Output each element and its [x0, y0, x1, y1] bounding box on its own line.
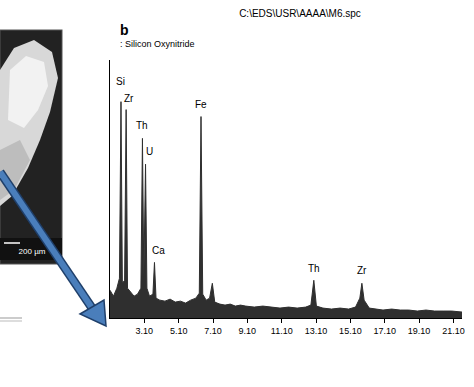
svg-text:19.10: 19.10 — [408, 326, 431, 336]
svg-text:Zr: Zr — [357, 265, 367, 276]
svg-text:Si: Si — [116, 76, 125, 87]
svg-text:17.10: 17.10 — [373, 326, 396, 336]
svg-text:5.10: 5.10 — [170, 326, 188, 336]
svg-text:3.10: 3.10 — [136, 326, 154, 336]
svg-text:Th: Th — [136, 120, 148, 131]
svg-text:C:\EDS\USR\AAAA\M6.spc: C:\EDS\USR\AAAA\M6.spc — [239, 8, 361, 19]
svg-text:U: U — [146, 146, 153, 157]
svg-text:Ca: Ca — [152, 245, 165, 256]
svg-text:15.10: 15.10 — [339, 326, 362, 336]
svg-text:11.10: 11.10 — [271, 326, 293, 336]
svg-text:13.10: 13.10 — [305, 326, 328, 336]
svg-text:21.10: 21.10 — [442, 326, 465, 336]
svg-text:7.10: 7.10 — [204, 326, 222, 336]
svg-text:Th: Th — [308, 263, 320, 274]
svg-text:200 µm: 200 µm — [19, 247, 46, 256]
svg-text:9.10: 9.10 — [239, 326, 257, 336]
svg-text:: Silicon Oxynitride: : Silicon Oxynitride — [120, 39, 195, 49]
svg-text:Zr: Zr — [124, 93, 134, 104]
svg-text:b: b — [120, 22, 129, 38]
svg-text:Fe: Fe — [195, 99, 207, 110]
